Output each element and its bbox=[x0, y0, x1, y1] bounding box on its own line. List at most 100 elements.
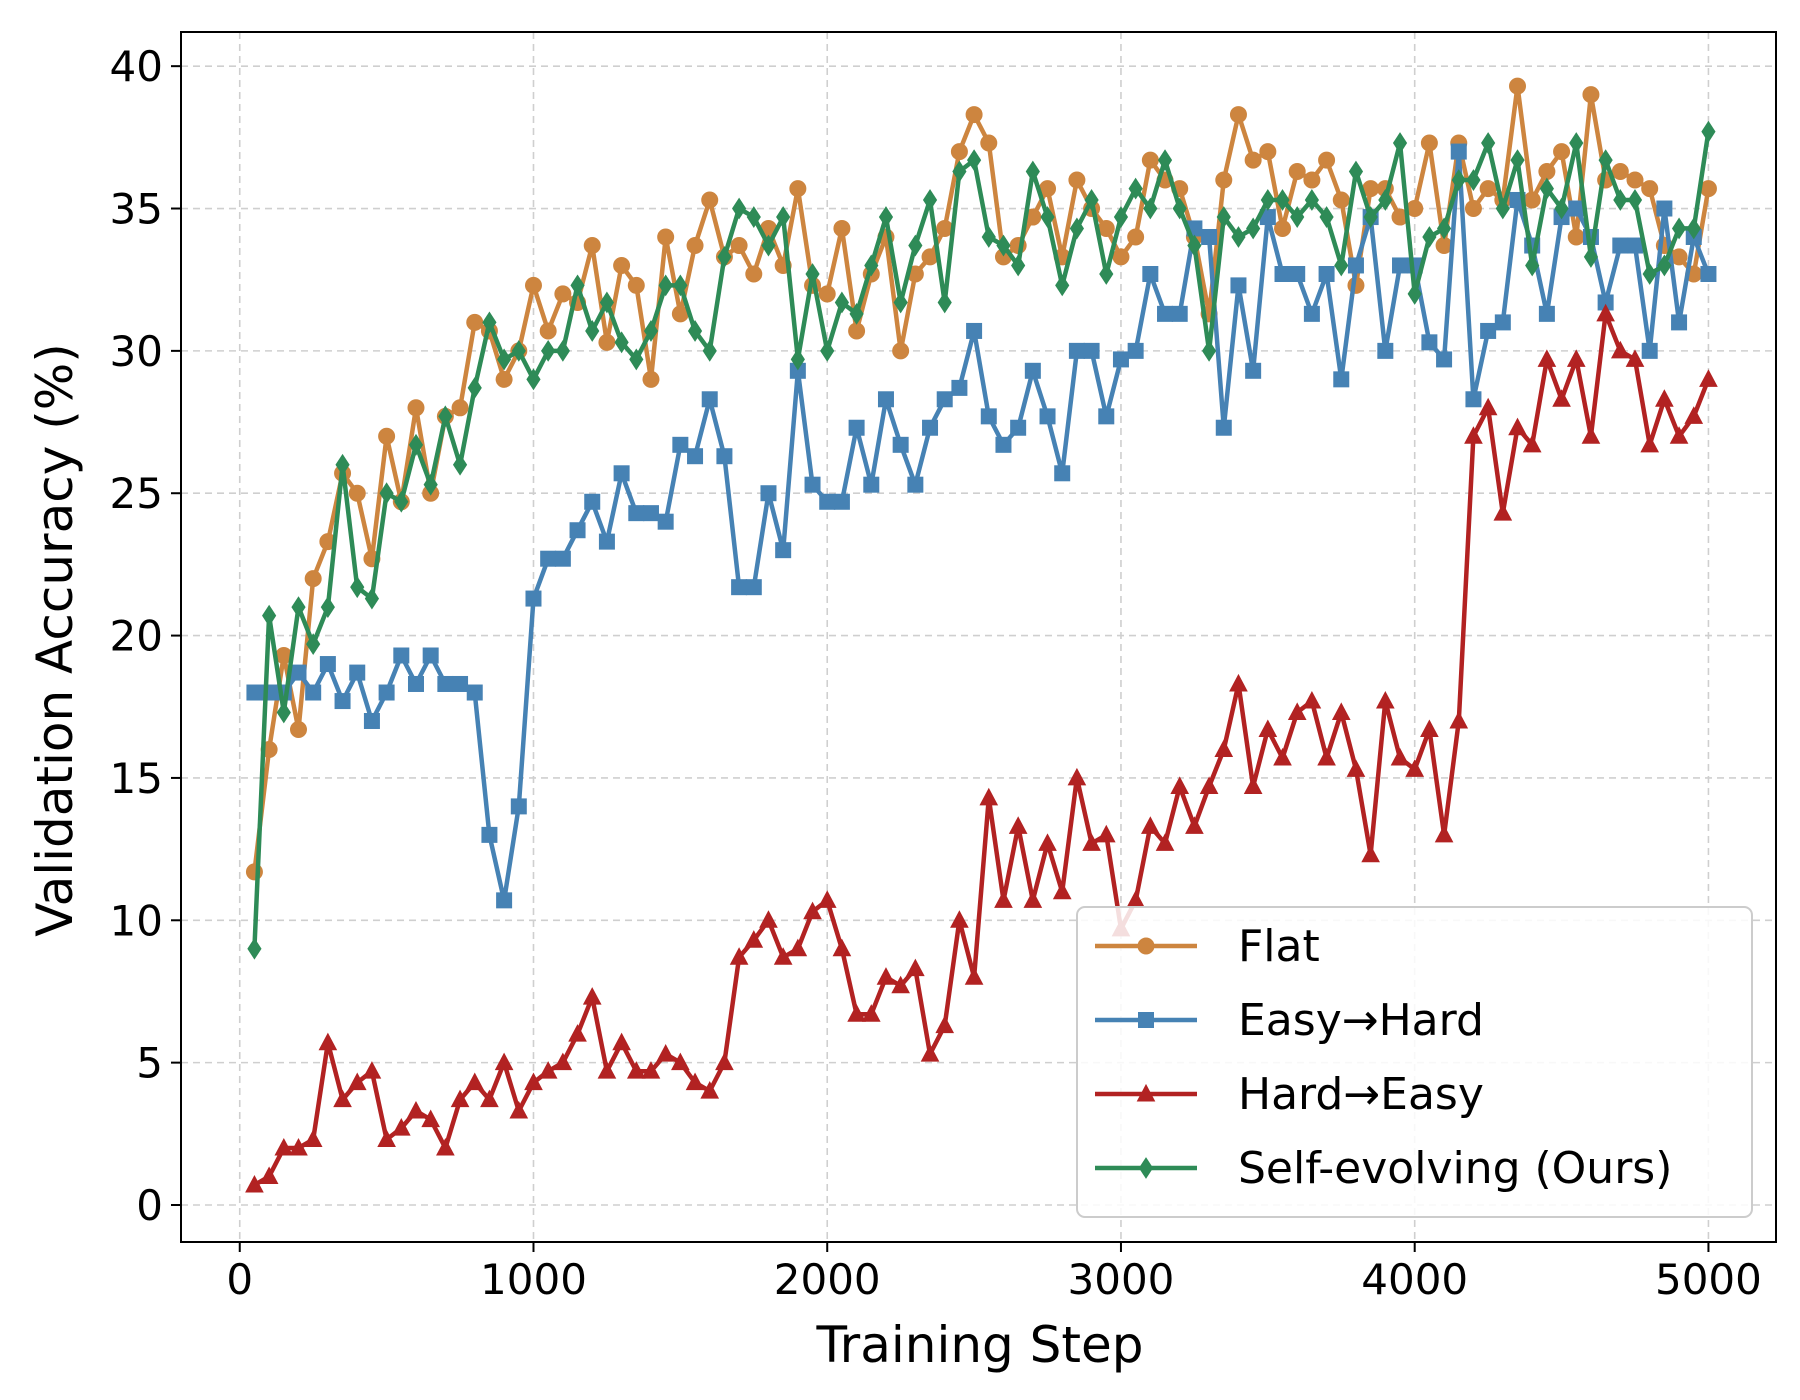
data-point bbox=[1627, 189, 1643, 211]
data-point bbox=[1318, 151, 1336, 169]
data-point bbox=[1686, 217, 1701, 240]
x-tick-label: 5000 bbox=[1655, 1255, 1762, 1304]
data-point bbox=[1304, 189, 1319, 211]
data-point bbox=[540, 550, 557, 567]
series-easy-hard bbox=[246, 143, 1717, 909]
data-point bbox=[658, 274, 673, 297]
data-point bbox=[1245, 362, 1262, 379]
plot-frame bbox=[180, 31, 1777, 1243]
data-point bbox=[730, 237, 748, 255]
data-point bbox=[1157, 305, 1174, 322]
data-point bbox=[775, 542, 792, 559]
y-tick-label: 10 bbox=[110, 896, 163, 945]
data-point bbox=[893, 291, 908, 314]
legend-item: Flat bbox=[1095, 921, 1320, 972]
data-point bbox=[951, 379, 968, 396]
data-point bbox=[1392, 257, 1409, 274]
data-point bbox=[1701, 120, 1716, 143]
data-point bbox=[1596, 303, 1615, 322]
data-point bbox=[981, 226, 996, 248]
legend-label: Easy→Hard bbox=[1238, 995, 1484, 1046]
data-point bbox=[1332, 191, 1350, 209]
data-point bbox=[450, 1089, 470, 1108]
data-point bbox=[480, 1089, 499, 1108]
data-point bbox=[350, 576, 365, 599]
data-point bbox=[820, 339, 835, 362]
axis-ticks: 0 1000 2000 3000 4000 5000 0 5 10 15 20 25 30 35 40 bbox=[110, 42, 1762, 1304]
data-point bbox=[759, 910, 778, 928]
data-point bbox=[1450, 143, 1467, 160]
data-point bbox=[1478, 397, 1498, 416]
data-point bbox=[805, 263, 820, 285]
data-point bbox=[776, 206, 791, 228]
data-point bbox=[511, 339, 526, 362]
data-point bbox=[1275, 189, 1290, 211]
series-line bbox=[252, 149, 1711, 903]
data-point bbox=[526, 368, 541, 391]
legend-marker bbox=[1136, 1083, 1156, 1102]
data-point bbox=[349, 664, 366, 681]
data-point bbox=[1155, 833, 1175, 851]
legend-item: Easy→Hard bbox=[1095, 995, 1484, 1046]
data-point bbox=[996, 234, 1011, 257]
y-tick-label: 40 bbox=[110, 42, 163, 91]
data-point bbox=[773, 947, 793, 965]
data-point bbox=[848, 322, 866, 340]
data-point bbox=[1023, 890, 1043, 908]
legend-label: Self-evolving (Ours) bbox=[1238, 1143, 1672, 1194]
data-point bbox=[995, 436, 1012, 453]
data-point bbox=[1449, 710, 1469, 729]
data-point bbox=[583, 237, 601, 255]
data-point bbox=[907, 476, 924, 493]
data-point bbox=[1420, 134, 1438, 152]
data-point bbox=[1141, 816, 1160, 834]
data-point bbox=[1494, 314, 1511, 331]
series-layer bbox=[245, 77, 1718, 1193]
data-point bbox=[1334, 254, 1349, 277]
data-point bbox=[1567, 228, 1585, 246]
data-point bbox=[965, 106, 983, 124]
data-point bbox=[363, 712, 380, 729]
data-point bbox=[817, 890, 837, 908]
data-point bbox=[761, 234, 776, 257]
data-point bbox=[1096, 824, 1116, 843]
data-point bbox=[922, 419, 939, 436]
data-point bbox=[289, 1137, 308, 1156]
data-point bbox=[259, 1166, 279, 1185]
data-point bbox=[555, 339, 570, 362]
data-point bbox=[570, 274, 585, 297]
data-point bbox=[598, 333, 616, 351]
data-point bbox=[922, 189, 938, 211]
data-point bbox=[245, 1174, 264, 1193]
data-point bbox=[496, 892, 513, 909]
data-point bbox=[1421, 334, 1438, 351]
data-point bbox=[891, 975, 910, 994]
data-point bbox=[702, 339, 717, 362]
data-point bbox=[746, 206, 761, 228]
data-point bbox=[599, 291, 615, 314]
data-point bbox=[950, 143, 968, 161]
data-point bbox=[715, 1052, 734, 1071]
data-point bbox=[612, 1032, 631, 1051]
data-point bbox=[1348, 160, 1364, 183]
data-point bbox=[1655, 389, 1674, 407]
data-point bbox=[1613, 189, 1628, 211]
data-point bbox=[451, 399, 469, 417]
data-point bbox=[832, 938, 852, 957]
data-point bbox=[407, 399, 425, 417]
data-point bbox=[626, 1061, 646, 1079]
data-point bbox=[554, 550, 571, 567]
data-point bbox=[717, 246, 732, 268]
data-point bbox=[1375, 690, 1395, 709]
data-point bbox=[1642, 263, 1657, 285]
data-point bbox=[319, 656, 336, 673]
data-point bbox=[700, 1081, 720, 1099]
data-point bbox=[950, 910, 969, 928]
data-point bbox=[878, 206, 894, 228]
data-point bbox=[1522, 434, 1542, 453]
data-point bbox=[1539, 177, 1554, 200]
data-point bbox=[628, 505, 645, 522]
data-point bbox=[1141, 151, 1159, 169]
data-point bbox=[1201, 339, 1217, 362]
